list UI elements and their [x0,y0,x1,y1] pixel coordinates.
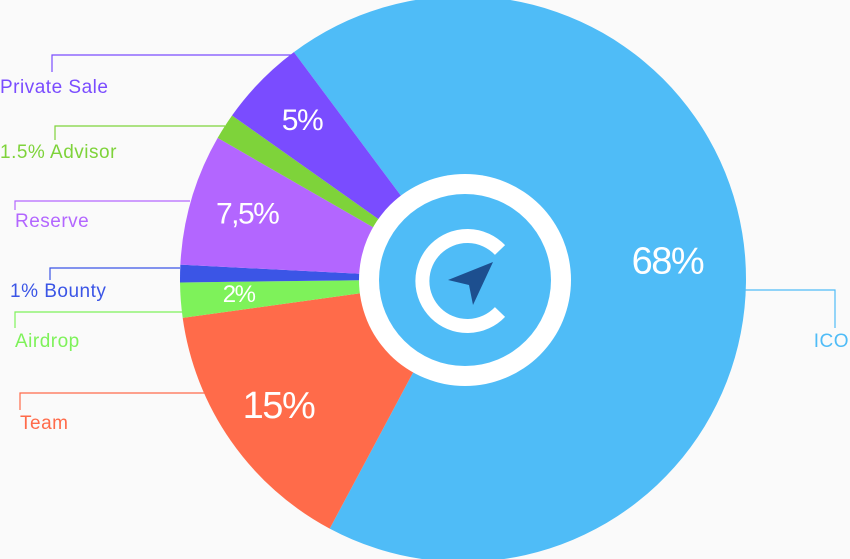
logo-c [415,229,506,333]
legend-label: Team [20,413,68,434]
legend-label: 1.5% Advisor [0,142,117,163]
leader-line [14,311,182,328]
logo-plane [448,262,493,305]
leader-line [14,200,190,210]
legend-label: Reserve [15,211,89,232]
legend-label: ICO [814,331,849,352]
leader-line [19,392,205,410]
value-label: 68% [632,241,704,283]
leader-line [738,289,836,328]
value-label: 2% [223,281,256,308]
value-label: 7,5% [216,197,279,230]
legend-label: 1% Bounty [10,281,106,302]
leader-line [54,125,225,140]
value-label: 5% [282,104,323,137]
legend-label: Private Sale [0,77,108,98]
leader-line [49,267,180,280]
leader-line [51,54,295,72]
labels: 68% ICO 15% Team 2% Airdrop 1% Bounty 7,5% Reser… [0,54,849,434]
legend-label: Airdrop [15,331,80,352]
value-label: 15% [243,385,315,427]
center-logo [359,174,571,386]
